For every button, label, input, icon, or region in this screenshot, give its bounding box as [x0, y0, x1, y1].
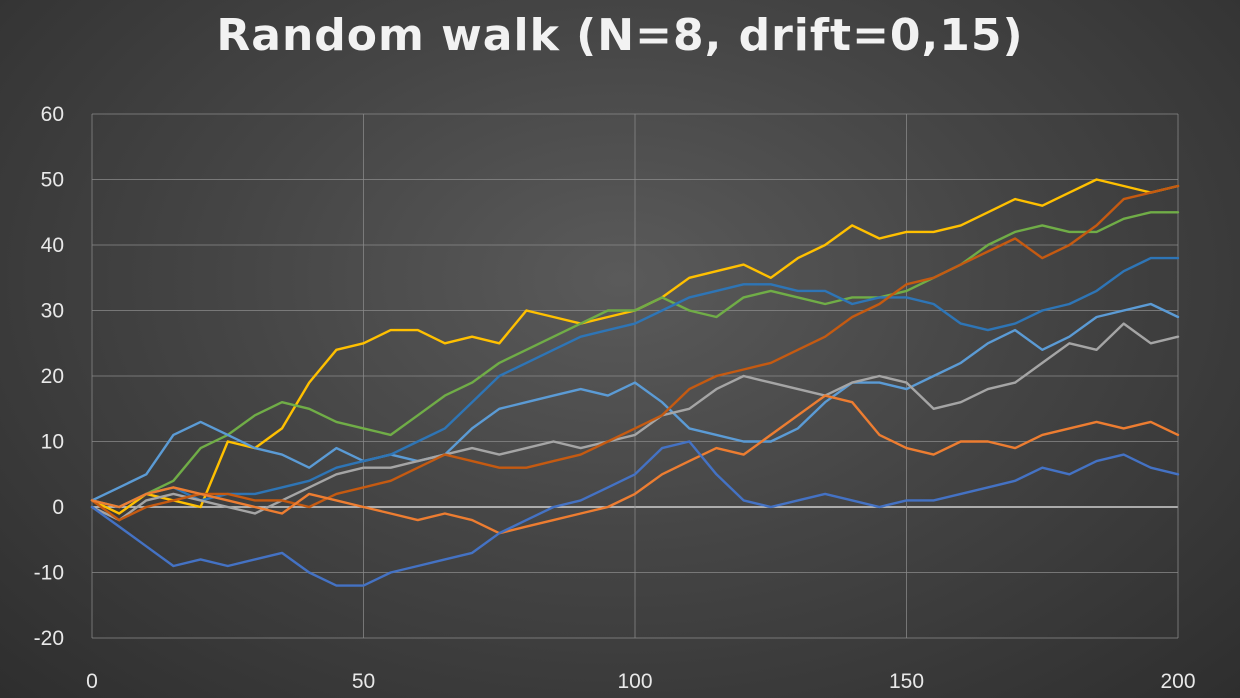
x-tick-label: 150	[889, 670, 924, 693]
series-line-5	[90, 322, 1180, 522]
y-tick-label: -20	[34, 627, 64, 650]
series-line-8	[90, 440, 1180, 587]
y-tick-label: 30	[41, 300, 64, 323]
series-line-2	[90, 211, 1180, 509]
axes: -20 -10 0 10 20 30 40 50 60 0 50 100 150 200	[34, 103, 1196, 693]
series-lines	[90, 178, 1180, 587]
y-tick-label: 10	[41, 431, 64, 454]
x-tick-label: 0	[86, 670, 98, 693]
series-line-7	[90, 394, 1180, 535]
x-tick-label: 100	[617, 670, 652, 693]
gridlines	[91, 113, 1179, 639]
y-tick-label: -10	[34, 562, 64, 585]
chart-title: Random walk (N=8, drift=0,15)	[216, 10, 1024, 61]
y-tick-label: 40	[41, 234, 64, 257]
y-tick-label: 0	[52, 496, 64, 519]
y-tick-label: 20	[41, 365, 64, 388]
series-line-3	[90, 302, 1180, 502]
series-line-6	[90, 184, 1180, 522]
y-tick-label: 60	[41, 103, 64, 126]
series-line-4	[90, 256, 1180, 509]
y-tick-label: 50	[41, 169, 64, 192]
x-tick-label: 50	[352, 670, 375, 693]
x-tick-label: 200	[1160, 670, 1195, 693]
